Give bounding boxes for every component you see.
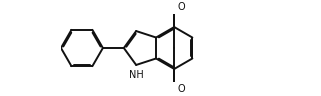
- Text: O: O: [178, 84, 186, 94]
- Text: O: O: [178, 2, 186, 12]
- Text: NH: NH: [129, 70, 143, 80]
